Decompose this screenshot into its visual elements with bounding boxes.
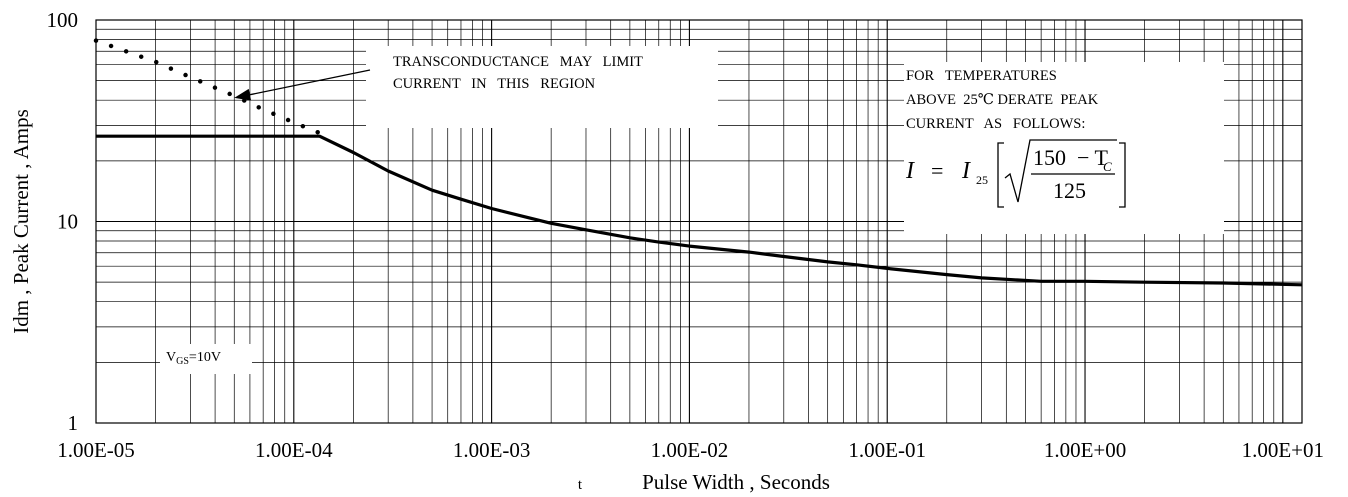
derating-note-line-2: ABOVE 25℃ DERATE PEAK xyxy=(906,92,1099,108)
x-tick-label: 1.00E+00 xyxy=(1044,438,1126,462)
vgs-note: VGS=10V xyxy=(166,350,221,367)
formula-equals: = xyxy=(931,158,943,183)
formula-denominator: 125 xyxy=(1053,178,1086,203)
x-tick-label: 1.00E+01 xyxy=(1242,438,1324,462)
vgs-rest: =10V xyxy=(189,350,221,365)
derating-formula: I = I 25 150 − T C 125 xyxy=(905,139,1126,208)
y-axis-label: Idm , Peak Current , Amps xyxy=(9,109,33,334)
arrow-head-icon xyxy=(234,88,252,101)
transconductance-note-line-2: CURRENT IN THIS REGION xyxy=(393,76,596,92)
x-tick-labels: 1.00E-05 1.00E-04 1.00E-03 1.00E-02 1.00E-01… xyxy=(57,438,1324,462)
y-tick-label: 100 xyxy=(47,8,79,32)
vgs-sub: GS xyxy=(176,356,189,367)
y-tick-label: 1 xyxy=(68,411,79,435)
series-dotted-line xyxy=(93,38,322,136)
x-tick-label: 1.00E-01 xyxy=(848,438,926,462)
formula-sqrt-sign xyxy=(1004,139,1117,203)
formula-right-bracket xyxy=(1119,142,1126,208)
derating-note-line-3: CURRENT AS FOLLOWS: xyxy=(906,116,1085,132)
transconductance-arrow xyxy=(249,69,371,96)
formula-subscript: 25 xyxy=(976,173,988,187)
series-group xyxy=(93,38,1303,287)
x-axis-label-prefix: t xyxy=(578,477,583,493)
x-axis-label: Pulse Width , Seconds xyxy=(642,470,830,494)
derating-note-box xyxy=(904,62,1224,234)
x-tick-label: 1.00E-05 xyxy=(57,438,135,462)
formula-numerator: 150 − T xyxy=(1033,145,1109,170)
vgs-note-box xyxy=(160,344,252,374)
formula-var: I xyxy=(961,158,971,184)
x-tick-label: 1.00E-03 xyxy=(453,438,531,462)
plot-frame xyxy=(95,19,1303,424)
derating-note-line-1: FOR TEMPERATURES xyxy=(906,68,1057,84)
vgs-main: V xyxy=(166,350,176,365)
formula-left-bracket xyxy=(997,142,1004,208)
y-tick-label: 10 xyxy=(57,210,78,234)
x-tick-label: 1.00E-04 xyxy=(255,438,333,462)
transconductance-note-box xyxy=(366,46,718,128)
transconductance-note-line-1: TRANSCONDUCTANCE MAY LIMIT xyxy=(393,54,643,70)
series-solid-line xyxy=(96,134,1303,287)
x-tick-label: 1.00E-02 xyxy=(651,438,729,462)
formula-lhs: I xyxy=(905,158,915,184)
formula-numerator-subscript: C xyxy=(1103,159,1112,174)
y-tick-labels: 1 10 100 xyxy=(47,8,79,435)
